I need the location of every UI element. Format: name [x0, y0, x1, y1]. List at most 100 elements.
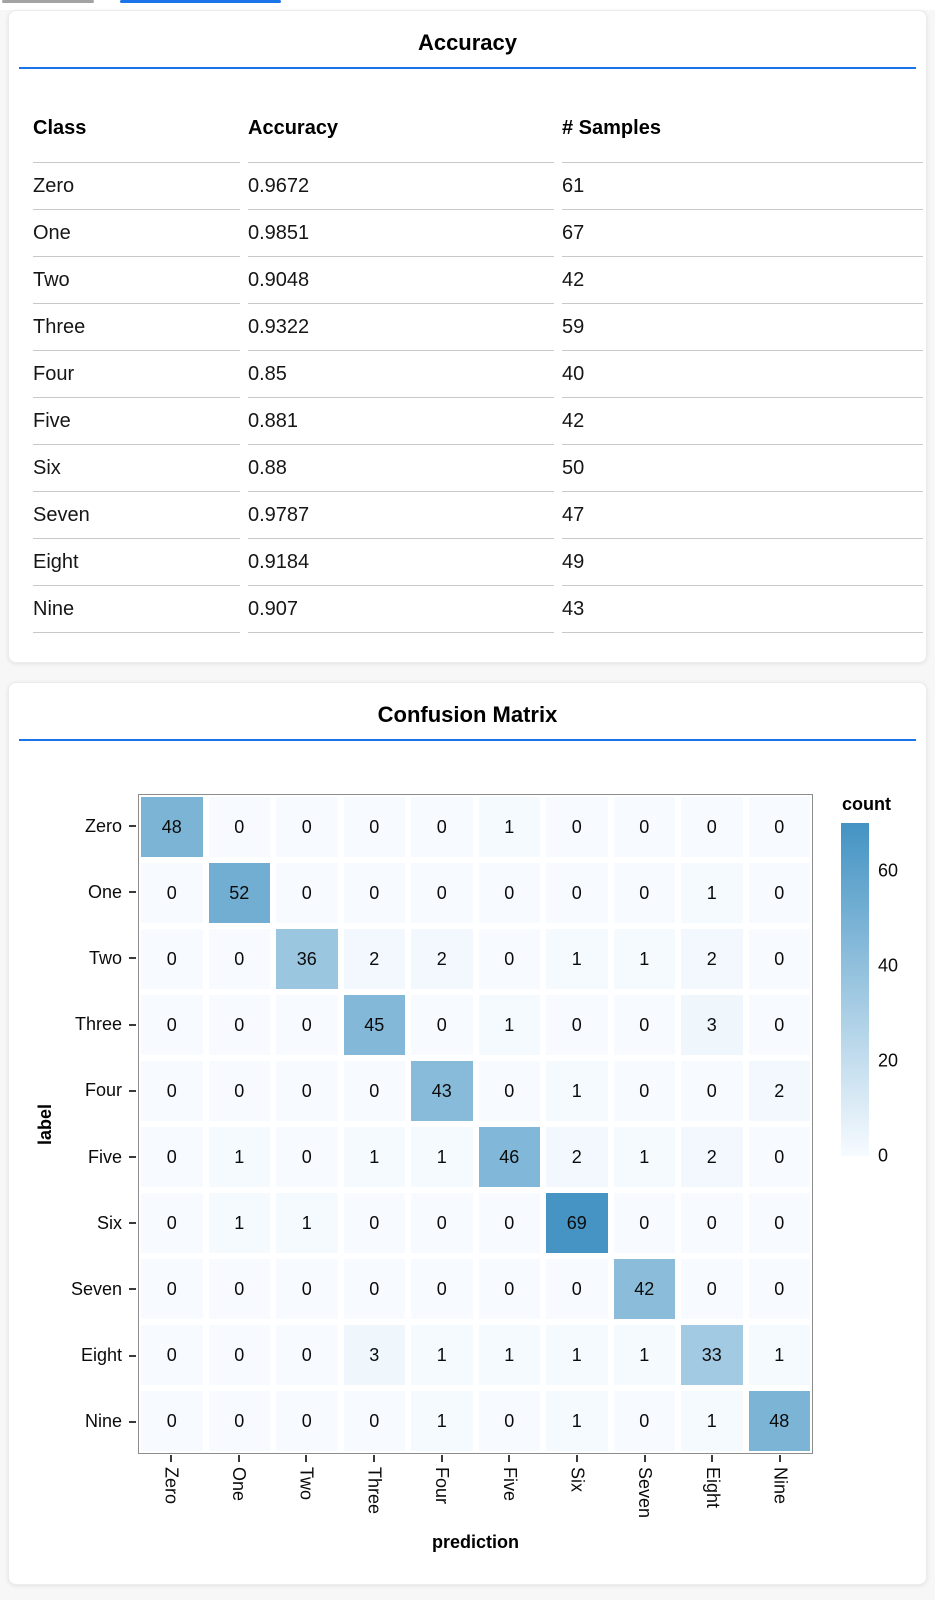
confusion-panel-title: Confusion Matrix: [377, 702, 558, 727]
heatmap-cell: 0: [613, 995, 675, 1055]
x-tick-label: Two: [275, 1455, 337, 1565]
heatmap-cell: 0: [681, 1259, 743, 1319]
heatmap-cell: 0: [748, 1193, 810, 1253]
x-tick-label: Four: [411, 1455, 473, 1565]
heatmap-cell: 48: [141, 797, 203, 857]
heatmap-cell: 0: [208, 929, 270, 989]
heatmap-cell: 0: [208, 1325, 270, 1385]
heatmap-cell: 1: [613, 1325, 675, 1385]
heatmap-cell: 0: [276, 1127, 338, 1187]
heatmap-cell: 1: [613, 929, 675, 989]
heatmap-cell: 46: [478, 1127, 540, 1187]
y-tick-label: Six: [9, 1193, 138, 1253]
cell-samples: 50: [562, 445, 923, 492]
heatmap-cell: 2: [681, 929, 743, 989]
table-row: Five 0.881 42: [33, 398, 923, 445]
heatmap-cell: 36: [276, 929, 338, 989]
table-row: Six 0.88 50: [33, 445, 923, 492]
x-tick-label: Nine: [749, 1455, 811, 1565]
heatmap-cell: 1: [276, 1193, 338, 1253]
table-row: Two 0.9048 42: [33, 257, 923, 304]
top-tab-strip: [0, 0, 935, 10]
heatmap-cell: 0: [681, 1193, 743, 1253]
heatmap-cell: 0: [276, 863, 338, 923]
cell-accuracy: 0.85: [248, 351, 554, 398]
heatmap-cell: 1: [546, 1061, 608, 1121]
x-tick-label: Six: [546, 1455, 608, 1565]
accuracy-table-header-row: Class Accuracy # Samples: [33, 95, 923, 163]
heatmap-cell: 0: [208, 1259, 270, 1319]
heatmap-cell: 0: [748, 863, 810, 923]
legend-tick-label: 20: [878, 1050, 899, 1071]
cell-class: Four: [33, 351, 240, 398]
heatmap-cell: 1: [681, 1391, 743, 1451]
cell-samples: 40: [562, 351, 923, 398]
heatmap-cell: 1: [546, 1325, 608, 1385]
cell-accuracy: 0.9322: [248, 304, 554, 351]
heatmap-cell: 0: [546, 797, 608, 857]
heatmap-cell: 0: [478, 1391, 540, 1451]
heatmap-cell: 0: [478, 929, 540, 989]
color-legend: count 0 20 40 60: [838, 794, 935, 1454]
heatmap-cell: 1: [478, 995, 540, 1055]
heatmap-cell: 0: [748, 929, 810, 989]
cell-samples: 59: [562, 304, 923, 351]
cell-samples: 47: [562, 492, 923, 539]
heatmap-cell: 1: [546, 929, 608, 989]
heatmap-cell: 52: [208, 863, 270, 923]
heatmap-cell: 0: [343, 1391, 405, 1451]
heatmap-cell: 0: [411, 1259, 473, 1319]
cell-accuracy: 0.907: [248, 586, 554, 633]
heatmap-cell: 0: [343, 1061, 405, 1121]
heatmap-cell: 2: [343, 929, 405, 989]
heatmap-cell: 0: [411, 995, 473, 1055]
heatmap-cell: 0: [276, 995, 338, 1055]
legend-title: count: [842, 794, 891, 814]
cell-accuracy: 0.9787: [248, 492, 554, 539]
heatmap-cell: 1: [546, 1391, 608, 1451]
x-tick-label: Three: [343, 1455, 405, 1565]
heatmap-cell: 0: [748, 797, 810, 857]
heatmap-cell: 0: [141, 1259, 203, 1319]
heatmap-cell: 1: [343, 1127, 405, 1187]
heatmap-cell: 0: [478, 1193, 540, 1253]
cell-accuracy: 0.881: [248, 398, 554, 445]
heatmap-cell: 0: [411, 863, 473, 923]
heatmap-cell: 1: [613, 1127, 675, 1187]
heatmap-cell: 1: [478, 1325, 540, 1385]
y-tick-label: Zero: [9, 796, 138, 856]
accuracy-panel: Accuracy Class Accuracy # Samples Zero 0.…: [8, 10, 927, 663]
heatmap-cell: 0: [681, 1061, 743, 1121]
heatmap-cell: 0: [343, 1193, 405, 1253]
heatmap-cell: 1: [208, 1193, 270, 1253]
cell-class: Six: [33, 445, 240, 492]
cell-samples: 42: [562, 257, 923, 304]
x-tick-label: One: [208, 1455, 270, 1565]
tab-indicator-active[interactable]: [120, 0, 281, 3]
heatmap-cell: 48: [748, 1391, 810, 1451]
heatmap-cell: 0: [141, 1325, 203, 1385]
heatmap-cell: 2: [681, 1127, 743, 1187]
heatmap-cell: 0: [546, 995, 608, 1055]
y-tick-label: Five: [9, 1127, 138, 1187]
cell-samples: 61: [562, 163, 923, 210]
tab-indicator-inactive[interactable]: [2, 0, 94, 3]
heatmap-cell: 0: [546, 1259, 608, 1319]
heatmap-cell: 3: [343, 1325, 405, 1385]
x-tick-label: Seven: [614, 1455, 676, 1565]
y-tick-label: Two: [9, 928, 138, 988]
heatmap-cell: 0: [141, 929, 203, 989]
heatmap-cell: 0: [546, 863, 608, 923]
y-tick-label: Nine: [9, 1392, 138, 1452]
heatmap-cell: 0: [748, 1127, 810, 1187]
legend-tick-label: 40: [878, 955, 899, 976]
cell-samples: 67: [562, 210, 923, 257]
y-axis-tick-labels: Zero One Two Three Four Five Six Seven Eight Nine: [9, 794, 138, 1454]
heatmap-cell: 0: [276, 797, 338, 857]
heatmap-cell: 0: [613, 797, 675, 857]
heatmap-cell: 2: [546, 1127, 608, 1187]
table-row: Nine 0.907 43: [33, 586, 923, 633]
heatmap-cell: 1: [681, 863, 743, 923]
heatmap-cell: 0: [276, 1391, 338, 1451]
heatmap-cell: 0: [141, 863, 203, 923]
